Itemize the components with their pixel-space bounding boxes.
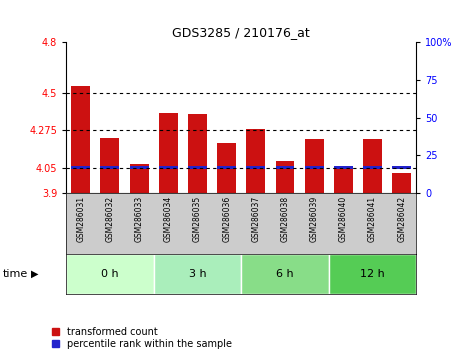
Text: 12 h: 12 h [360,269,385,279]
Bar [100,166,120,170]
Bar [188,166,207,170]
Bar [100,138,120,193]
Text: ▶: ▶ [31,269,38,279]
Bar [363,166,382,170]
Bar [363,139,382,193]
Text: GSM286040: GSM286040 [339,196,348,242]
Text: GSM286036: GSM286036 [222,196,231,242]
Text: GDS3285 / 210176_at: GDS3285 / 210176_at [172,26,310,39]
Bar [275,166,295,170]
Text: time: time [2,269,27,279]
Text: 0 h: 0 h [101,269,119,279]
Text: GSM286032: GSM286032 [105,196,114,242]
Text: GSM286034: GSM286034 [164,196,173,242]
Text: GSM286033: GSM286033 [135,196,144,242]
Text: GSM286031: GSM286031 [76,196,85,242]
Bar [305,139,324,193]
Text: GSM286042: GSM286042 [397,196,406,242]
Bar [246,129,265,193]
Bar [66,254,154,294]
Bar [188,114,207,193]
Text: GSM286037: GSM286037 [251,196,260,242]
Bar [217,166,236,170]
Bar [246,166,265,170]
Bar [241,254,329,294]
Bar [217,143,236,193]
Bar [334,168,353,193]
Bar [275,161,295,193]
Bar [130,166,149,170]
Text: GSM286039: GSM286039 [310,196,319,242]
Bar [334,166,353,170]
Bar [392,166,411,170]
Bar [392,173,411,193]
Bar [159,113,178,193]
Bar [130,164,149,193]
Text: GSM286035: GSM286035 [193,196,202,242]
Bar [305,166,324,170]
Text: GSM286041: GSM286041 [368,196,377,242]
Bar [71,166,90,170]
Text: 6 h: 6 h [276,269,294,279]
Bar [71,86,90,193]
Bar [329,254,416,294]
Bar [154,254,241,294]
Legend: transformed count, percentile rank within the sample: transformed count, percentile rank withi… [52,327,232,349]
Bar [159,166,178,170]
Text: GSM286038: GSM286038 [280,196,289,242]
Text: 3 h: 3 h [189,269,206,279]
